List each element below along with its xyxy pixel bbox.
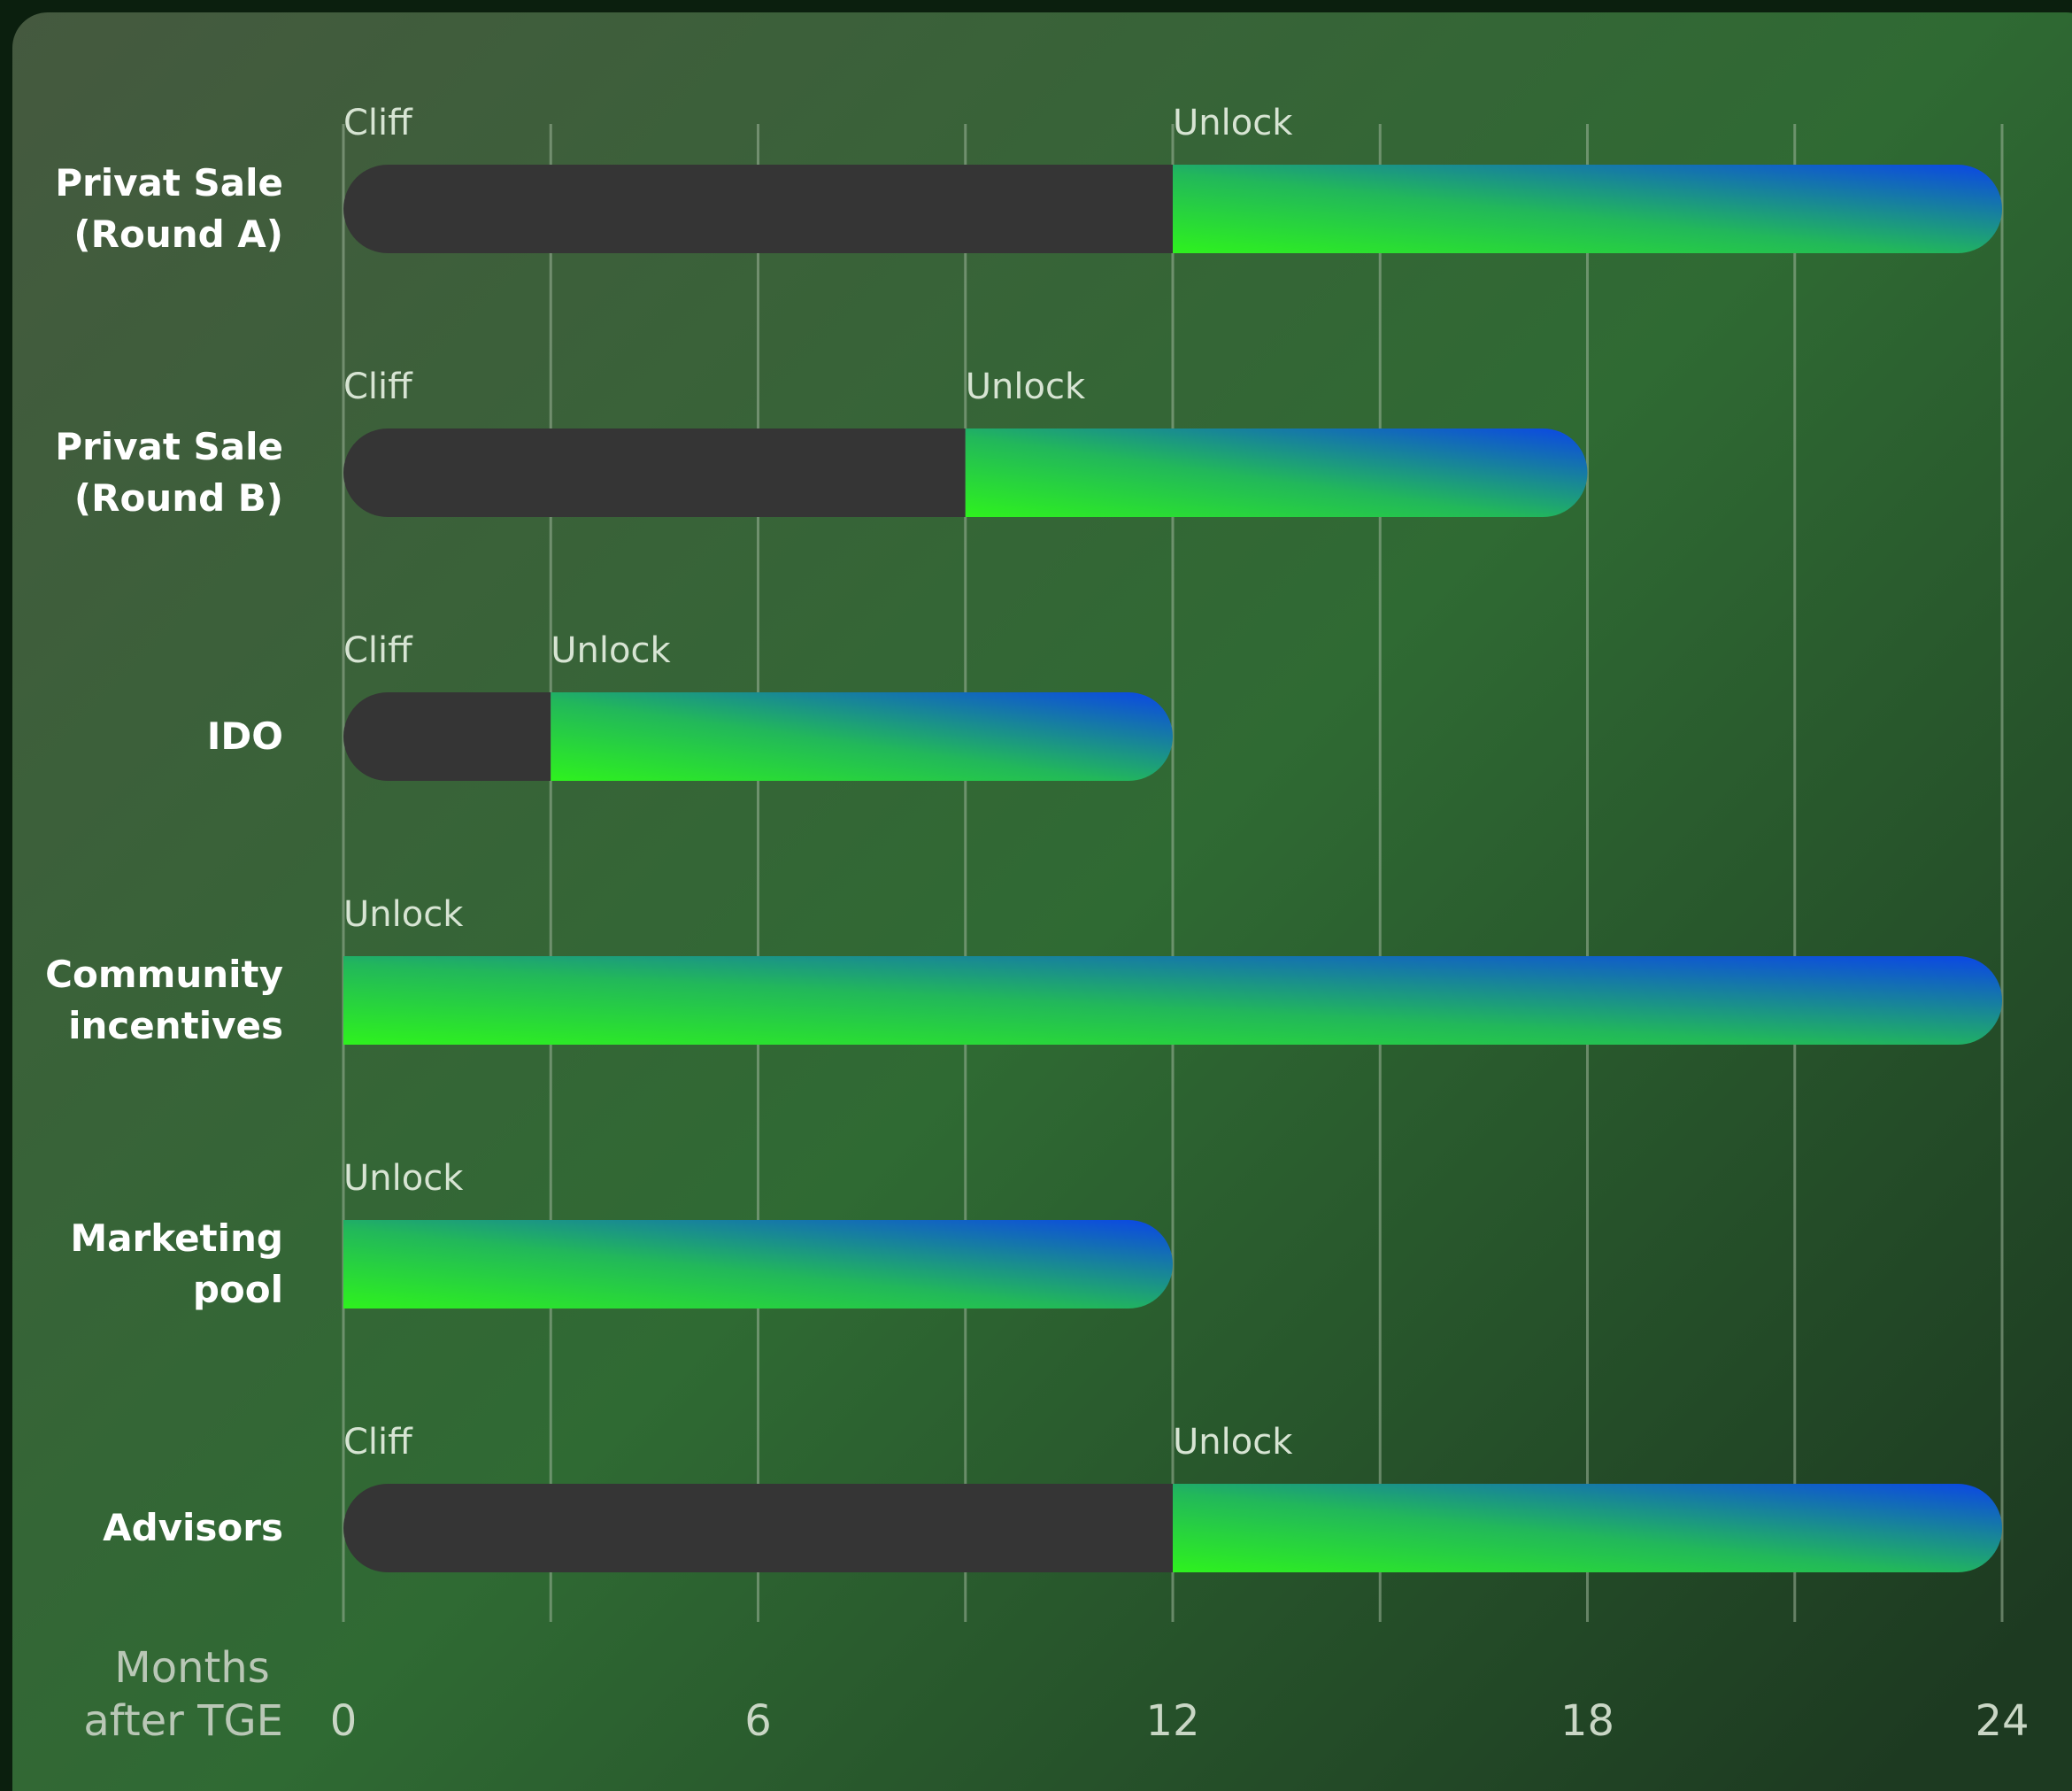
bar-cliff-2 [343, 692, 551, 781]
category-label-0: Privat Sale (Round A) [55, 161, 283, 256]
cliff-label-1: Cliff [343, 367, 413, 407]
unlock-label-0: Unlock [1173, 103, 1293, 143]
x-tick-label-18: 18 [1560, 1696, 1614, 1746]
cliff-label-0: Cliff [343, 103, 413, 143]
labels: Cliff Unlock Privat Sale (Round A) Cliff Unlo… [45, 103, 2029, 1746]
bar-unlock-1 [965, 428, 1588, 517]
category-label-3: Community incentives [45, 953, 283, 1047]
x-axis-title: Months after TGE [83, 1643, 283, 1746]
x-tick-label-0: 0 [330, 1696, 358, 1746]
category-label-4: Marketing pool [70, 1216, 283, 1311]
x-tick-label-24: 24 [1975, 1696, 2029, 1746]
unlock-label-4: Unlock [343, 1158, 464, 1199]
bar-unlock-4 [343, 1220, 1173, 1309]
bar-unlock-3 [343, 956, 2002, 1045]
grid-lines [342, 124, 2004, 1622]
bar-cliff-1 [343, 428, 966, 517]
bar-cliff-0 [343, 165, 1173, 253]
cliff-label-5: Cliff [343, 1422, 413, 1463]
x-tick-label-6: 6 [744, 1696, 772, 1746]
unlock-label-3: Unlock [343, 894, 464, 935]
category-label-5: Advisors [103, 1506, 283, 1549]
bar-cliff-5 [343, 1484, 1173, 1572]
category-label-1: Privat Sale (Round B) [55, 425, 283, 520]
category-label-2: IDO [207, 714, 283, 758]
x-tick-label-12: 12 [1145, 1696, 1199, 1746]
bar-unlock-5 [1173, 1484, 2002, 1572]
bar-unlock-0 [1173, 165, 2002, 253]
unlock-label-2: Unlock [551, 630, 671, 671]
bar-unlock-2 [551, 692, 1173, 781]
cliff-label-2: Cliff [343, 630, 413, 671]
unlock-label-1: Unlock [966, 367, 1086, 407]
unlock-label-5: Unlock [1173, 1422, 1293, 1463]
bars [343, 165, 2002, 1572]
